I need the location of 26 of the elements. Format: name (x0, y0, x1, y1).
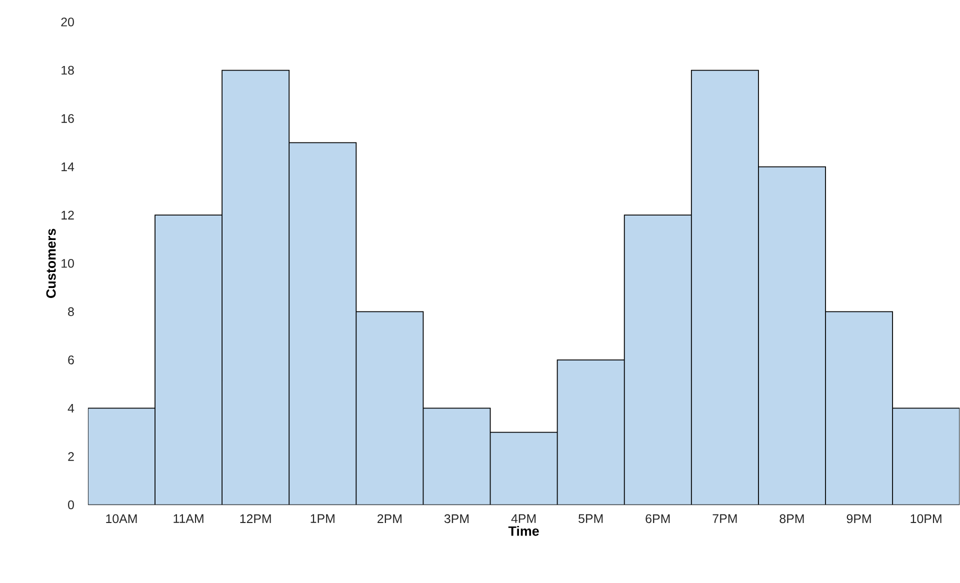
y-tick-label: 20 (61, 18, 74, 27)
y-tick-label: 8 (68, 307, 74, 316)
y-tick-label: 18 (62, 66, 74, 75)
x-tick-label: 7PM (712, 514, 737, 523)
y-axis-title: Customers (46, 228, 56, 298)
x-tick-label: 4PM (511, 514, 536, 523)
x-tick-label: 5PM (578, 514, 603, 524)
x-axis-title: Time (508, 526, 539, 536)
x-tick-label: 10AM (106, 514, 137, 524)
y-tick-label: 4 (68, 404, 74, 413)
y-tick-label: 16 (62, 114, 74, 124)
y-tick-label: 10 (62, 259, 74, 268)
x-tick-label: 8PM (780, 514, 804, 524)
x-tick-label: 10PM (910, 514, 942, 524)
x-tick-label: 6PM (646, 514, 670, 524)
y-tick-label: 12 (62, 210, 74, 220)
x-tick-label: 3PM (444, 514, 469, 524)
y-tick-label: 2 (68, 452, 74, 461)
x-tick-label: 9PM (846, 514, 871, 524)
x-tick-label: 2PM (378, 514, 402, 524)
y-tick-label: 0 (68, 500, 74, 510)
x-tick-label: 1PM (310, 514, 334, 523)
x-tick-label: 12PM (240, 514, 271, 524)
y-tick-label: 14 (62, 162, 74, 172)
y-tick-label: 6 (68, 356, 74, 364)
x-tick-label: 11AM (174, 514, 204, 523)
